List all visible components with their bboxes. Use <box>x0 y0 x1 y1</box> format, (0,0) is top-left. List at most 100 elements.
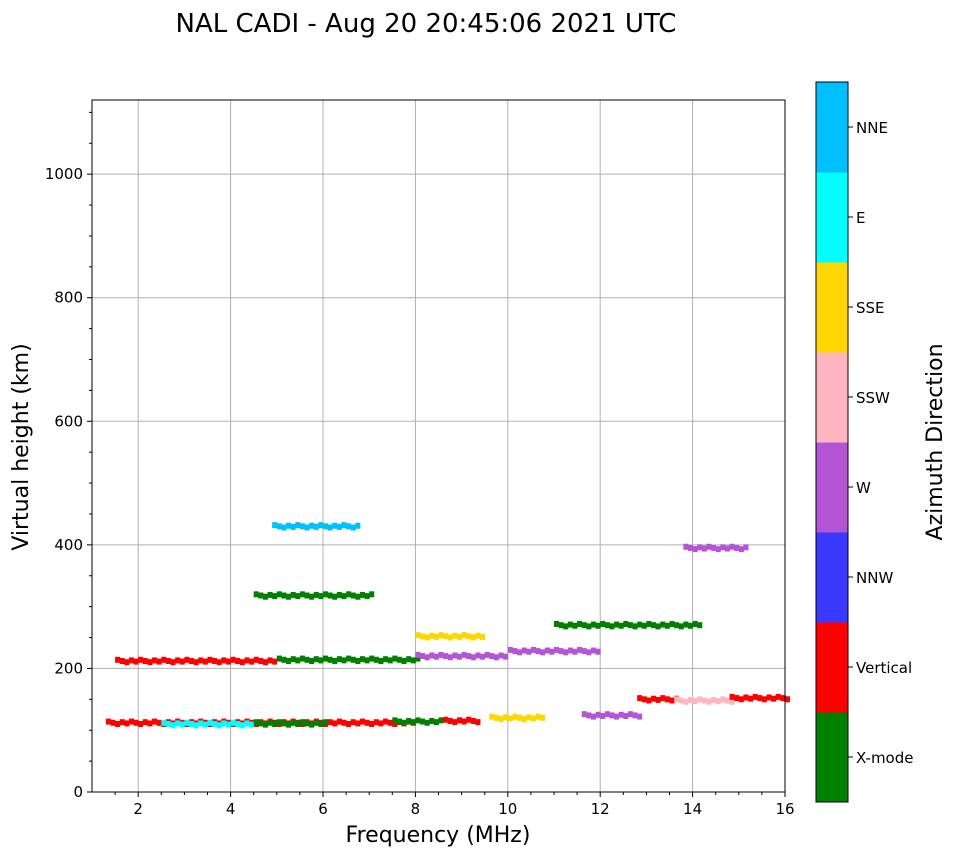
echo-bin <box>572 622 578 629</box>
echo-bin <box>480 653 486 660</box>
echo-bin <box>396 656 402 663</box>
chart-title: NAL CADI - Aug 20 20:45:06 2021 UTC <box>176 9 677 39</box>
colorbar-label: Azimuth Direction <box>923 343 948 540</box>
echo-bin <box>715 546 721 553</box>
echo-bin <box>604 622 610 629</box>
colorbar-swatch <box>816 172 848 263</box>
echo-bin <box>470 634 476 641</box>
echo-bin <box>119 719 125 726</box>
echo-bin <box>687 544 693 551</box>
echo-bin <box>230 656 236 663</box>
echo-bin <box>590 713 596 720</box>
echo-bin <box>687 622 693 629</box>
echo-bin <box>503 714 509 721</box>
echo-bin <box>535 648 541 655</box>
echo-trace <box>443 716 481 726</box>
echo-bin <box>346 591 352 598</box>
echo-bin <box>632 712 638 719</box>
echo-bin <box>438 651 444 658</box>
echo-bin <box>711 544 717 551</box>
echo-bin <box>549 648 555 655</box>
echo-bin <box>378 720 384 727</box>
echo-bin <box>369 655 375 662</box>
echo-bin <box>692 620 698 627</box>
echo-bin <box>724 545 730 552</box>
echo-bin <box>447 634 453 641</box>
echo-bin <box>646 620 652 627</box>
echo-bin <box>669 620 675 627</box>
echo-bin <box>664 622 670 629</box>
echo-bin <box>189 658 195 665</box>
echo-bin <box>249 721 255 728</box>
echo-bin <box>618 622 624 629</box>
echo-bin <box>683 543 689 550</box>
echo-bin <box>299 655 305 662</box>
echo-bin <box>142 658 148 665</box>
echo-bin <box>415 632 421 639</box>
echo-bin <box>212 721 218 728</box>
echo-bin <box>604 711 610 718</box>
echo-bin <box>105 718 111 725</box>
echo-trace <box>415 651 509 661</box>
echo-bin <box>701 545 707 552</box>
echo-bin <box>581 711 587 718</box>
echo-bin <box>627 711 633 718</box>
echo-bin <box>660 621 666 628</box>
echo-bin <box>563 623 569 630</box>
echo-trace <box>581 711 643 720</box>
echo-bin <box>734 544 740 551</box>
echo-bin <box>281 592 287 599</box>
echo-bin <box>715 698 721 705</box>
echo-bin <box>720 696 726 703</box>
colorbar-tick-label: NNE <box>856 119 888 137</box>
echo-bin <box>443 716 449 723</box>
echo-bin <box>720 544 726 551</box>
echo-bin <box>189 721 195 728</box>
echo-bin <box>332 657 338 664</box>
echo-bin <box>554 646 560 653</box>
echo-bin <box>757 695 763 702</box>
echo-bin <box>355 593 361 600</box>
echo-bin <box>110 719 116 726</box>
echo-bin <box>318 593 324 600</box>
echo-bin <box>216 659 222 666</box>
echo-bin <box>738 546 744 553</box>
y-tick-label: 600 <box>54 412 83 430</box>
echo-bin <box>244 720 250 727</box>
colorbar-swatch <box>816 82 848 173</box>
echo-trace <box>276 655 421 664</box>
echo-bin <box>142 719 148 726</box>
echo-bin <box>706 698 712 705</box>
echo-trace <box>637 695 680 704</box>
echo-bin <box>609 623 615 630</box>
echo-bin <box>489 653 495 660</box>
echo-bin <box>452 652 458 659</box>
echo-bin <box>383 656 389 663</box>
plot-frame <box>91 99 786 793</box>
echo-bin <box>378 657 384 664</box>
echo-bin <box>590 621 596 628</box>
echo-bin <box>521 716 527 723</box>
echo-bin <box>517 714 523 721</box>
echo-bin <box>346 721 352 727</box>
echo-bin <box>577 646 583 653</box>
echo-bin <box>138 656 144 663</box>
echo-bin <box>369 591 375 598</box>
echo-bin <box>332 720 338 727</box>
echo-bin <box>651 622 657 629</box>
echo-bin <box>433 653 439 660</box>
echo-bin <box>124 720 130 727</box>
echo-bin <box>156 658 162 665</box>
echo-bin <box>184 656 190 663</box>
echo-bin <box>276 523 282 530</box>
echo-bin <box>452 632 458 639</box>
echo-bin <box>323 523 329 530</box>
echo-bin <box>286 657 292 664</box>
echo-bin <box>281 720 287 727</box>
echo-bin <box>396 718 402 725</box>
echo-bin <box>364 719 370 726</box>
echo-bin <box>286 593 292 600</box>
echo-bin <box>563 649 569 656</box>
echo-bin <box>230 719 236 726</box>
echo-bin <box>614 621 620 628</box>
